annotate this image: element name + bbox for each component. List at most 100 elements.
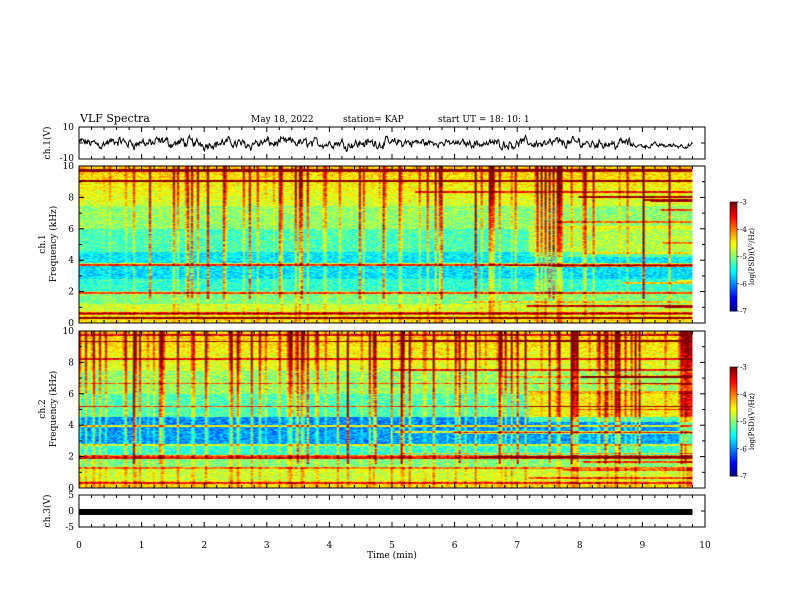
ch2-colorbar-label: log(PSD)(V²/Hz)	[748, 393, 756, 450]
time-xtick-label: 5	[389, 541, 395, 551]
ch1-colorbar-swatch	[730, 240, 737, 243]
ch1-colorbar-swatch	[730, 309, 737, 312]
ch1-colorbar-swatch	[730, 256, 737, 259]
ch1-voltage-panel: 10 -10 ch.1(V)	[42, 123, 706, 164]
ch1-colorbar-swatch	[730, 249, 737, 252]
ch1-spectrogram-panel: 0 2 4 6 8 10 ch.1 Frequency (kHz)	[38, 162, 706, 329]
ch2-colorbar-tick-label: -5	[740, 418, 747, 426]
ch1-colorbar-swatch	[730, 274, 737, 277]
ch2-colorbar-swatch	[730, 428, 737, 432]
ch1-colorbar-swatch	[730, 209, 737, 212]
ch1-freq-ytick-label: 4	[68, 256, 74, 266]
time-xtick-label: 7	[514, 541, 520, 551]
ch1-ytick-bottom: -10	[60, 154, 75, 164]
ch2-colorbar-swatch	[730, 372, 737, 375]
ch2-colorbar-swatch	[730, 459, 737, 462]
time-xtick-label: 6	[452, 541, 458, 551]
ch2-colorbar-swatch	[730, 367, 737, 370]
ch1-colorbar-swatch	[730, 263, 737, 267]
ch1-colorbar-tick-label: -4	[740, 226, 747, 234]
ch1-freq-ytick-label: 8	[68, 193, 74, 203]
ch2-colorbar-swatch	[730, 423, 737, 426]
ch2-colorbar-swatch	[730, 386, 737, 390]
ch2-colorbar-swatch	[730, 452, 737, 455]
ch2-colorbar-swatch	[730, 439, 737, 442]
ch2-colorbar-swatch	[730, 381, 737, 384]
ch1-colorbar-swatch	[730, 300, 737, 303]
ch2-colorbar-swatch	[730, 434, 737, 437]
ch1-colorbar-swatch	[730, 258, 737, 261]
ch1-colorbar-swatch	[730, 301, 737, 305]
ch1-colorbar-swatch	[730, 245, 737, 248]
ch1-colorbar-swatch	[730, 283, 737, 287]
ch2-freq-ytick-label: 4	[68, 421, 74, 431]
ch1-colorbar-tick-label: -3	[740, 199, 747, 207]
ch3-ytick-top: 5	[68, 491, 74, 501]
ch2-colorbar-swatch	[730, 392, 737, 395]
ch1-colorbar-label: log(PSD)(V²/Hz)	[748, 228, 756, 285]
ch2-colorbar-swatch	[730, 454, 737, 457]
ch2-spectrogram-panel: 0 2 4 6 8 10 ch.2 Frequency (kHz)	[38, 327, 706, 494]
ch1-colorbar-swatch	[730, 287, 737, 290]
ch2-colorbar-swatch	[730, 443, 737, 446]
ch1-colorbar-swatch	[730, 238, 737, 241]
ch1-colorbar-swatch	[730, 303, 737, 307]
ch1-colorbar-swatch	[730, 285, 737, 288]
ch1-colorbar-swatch	[730, 232, 737, 236]
ch1-colorbar-swatch	[730, 267, 737, 270]
ch2-colorbar-swatch	[730, 414, 737, 417]
ch1-freq-ytick-label: 10	[63, 162, 75, 172]
ch1-colorbar-swatch	[730, 280, 737, 283]
ch2-freq-ytick-label: 10	[63, 327, 75, 337]
ch1-colorbar-swatch	[730, 205, 737, 208]
ch2-colorbar-swatch	[730, 474, 737, 477]
ch2-colorbar-swatch	[730, 416, 737, 419]
ch2-colorbar-swatch	[730, 417, 737, 421]
ch1-colorbar-tick-label: -6	[740, 280, 747, 288]
ch2-freq-ytick-label: 2	[68, 453, 74, 463]
ch1-colorbar-swatch	[730, 278, 737, 281]
station-label: station= KAP	[343, 115, 404, 125]
ch1-colorbar-swatch	[730, 218, 737, 221]
ch1-voltage-ylabel: ch.1(V)	[42, 127, 53, 160]
ch1-colorbar-swatch	[730, 207, 737, 210]
ch1-colorbar-swatch	[730, 247, 737, 250]
ch1-colorbar-swatch	[730, 236, 737, 239]
ch1-colorbar-swatch	[730, 269, 737, 272]
time-xtick-label: 9	[640, 541, 646, 551]
time-axis-tick-labels: 0 1 2 3 4 5 6 7 8 9 10	[76, 541, 711, 551]
ch3-voltage-ticks	[78, 494, 706, 528]
ch2-colorbar-swatch	[730, 468, 737, 472]
ch2-colorbar-swatch	[730, 401, 737, 404]
ch1-colorbar-swatch	[730, 265, 737, 268]
ch2-colorbar-swatch	[730, 426, 737, 430]
ch3-level-line	[79, 508, 693, 515]
ch2-spectrogram-image	[79, 331, 693, 488]
date-label: May 18, 2022	[251, 115, 314, 125]
ch2-colorbar-swatch	[730, 466, 737, 470]
time-xtick-label: 8	[577, 541, 583, 551]
ch2-colorbar-swatch	[730, 408, 737, 412]
ch1-colorbar-swatch	[730, 212, 737, 216]
ch2-frequency-ylabel: Frequency (kHz)	[48, 371, 59, 448]
ch3-voltage-panel: 5 0 -5 ch.3(V) 0 1 2 3 4 5 6 7 8 9 10 Time (min)	[42, 491, 711, 561]
ch2-colorbar-swatch	[730, 390, 737, 393]
ch2-colorbar-swatch	[730, 436, 737, 439]
ch1-colorbar-swatch	[730, 292, 737, 296]
time-xtick-label: 4	[327, 541, 333, 551]
ch3-ytick-bottom: -5	[65, 523, 74, 533]
ch1-colorbar-swatch	[730, 225, 737, 228]
ch2-colorbar-swatch	[730, 396, 737, 399]
ch2-colorbar-tick-label: -7	[740, 473, 747, 481]
ch2-colorbar-swatch	[730, 399, 737, 403]
ch1-colorbar-tick-label: -7	[740, 308, 747, 316]
ch1-colorbar-swatch	[730, 307, 737, 310]
time-xtick-label: 2	[201, 541, 207, 551]
ch2-spectrogram-ylabel: ch.2	[38, 399, 48, 418]
ch1-frequency-ylabel: Frequency (kHz)	[48, 206, 59, 283]
ch1-freq-ytick-label: 6	[68, 225, 74, 235]
ch1-colorbar-swatch	[730, 252, 737, 256]
ch2-colorbar-swatch	[730, 370, 737, 373]
ch2-colorbar-swatch	[730, 406, 737, 410]
